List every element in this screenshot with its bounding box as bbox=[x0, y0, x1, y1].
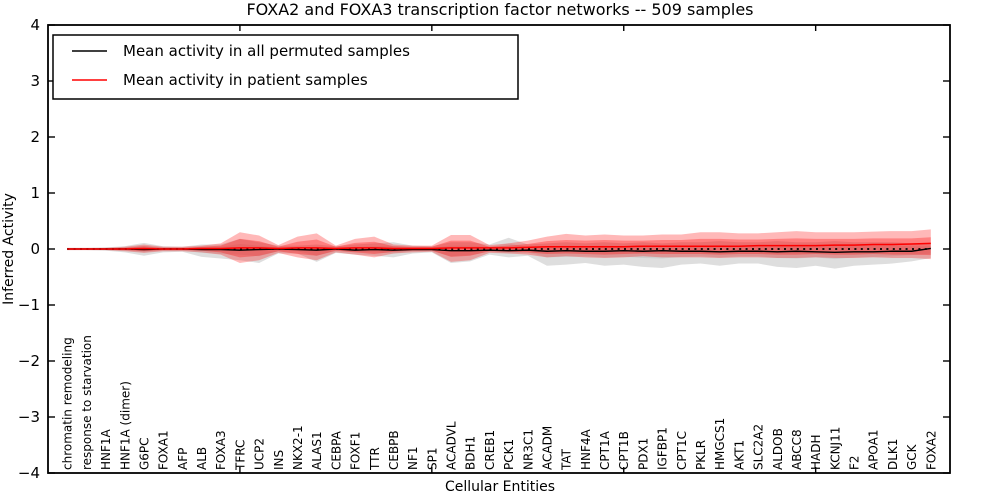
x-category-label: FOXA2 bbox=[924, 430, 938, 470]
y-tick-label: 4 bbox=[30, 16, 40, 34]
patient-mean-line bbox=[67, 242, 931, 250]
x-category-label: FOXA1 bbox=[157, 430, 171, 470]
x-category-label: ACADM bbox=[540, 426, 554, 470]
x-category-label: TFRC bbox=[233, 440, 247, 471]
x-category-label: CPT1B bbox=[617, 431, 631, 470]
x-category-label: ABCC8 bbox=[790, 429, 804, 470]
x-category-label: HADH bbox=[809, 435, 823, 471]
legend-entry-label: Mean activity in all permuted samples bbox=[123, 42, 410, 60]
patient-band-outer bbox=[67, 229, 931, 263]
y-tick-label: −1 bbox=[18, 296, 40, 314]
permuted-mean-line bbox=[67, 247, 931, 254]
x-category-label: CEBPA bbox=[329, 430, 343, 470]
legend-box bbox=[52, 34, 519, 100]
x-category-label: GCK bbox=[905, 443, 919, 470]
x-category-label: CPT1A bbox=[598, 430, 612, 470]
x-category-label: HNF4A bbox=[579, 428, 593, 470]
x-category-label: chromatin remodeling bbox=[61, 337, 75, 470]
y-tick-label: −3 bbox=[18, 408, 40, 426]
x-category-label: CPT1C bbox=[675, 431, 689, 470]
y-tick-label: 3 bbox=[30, 72, 40, 90]
x-category-label: FOXF1 bbox=[349, 432, 363, 470]
y-tick-label: −4 bbox=[18, 464, 40, 482]
x-category-label: ACADVL bbox=[445, 421, 459, 470]
x-category-label: UCP2 bbox=[253, 438, 267, 470]
x-category-label: ALAS1 bbox=[310, 431, 324, 470]
x-category-label: ALDOB bbox=[771, 428, 785, 470]
x-category-label: FOXA3 bbox=[214, 430, 228, 470]
x-category-label: PCK1 bbox=[502, 439, 516, 470]
x-category-label: CEBPB bbox=[387, 430, 401, 470]
x-category-label: AKT1 bbox=[732, 440, 746, 470]
y-tick-label: 0 bbox=[30, 240, 40, 258]
x-axis-label: Cellular Entities bbox=[445, 479, 555, 495]
x-category-label: KCNJ11 bbox=[828, 427, 842, 470]
x-category-label: ALB bbox=[195, 447, 209, 470]
x-category-label: SP1 bbox=[425, 448, 439, 471]
y-axis-label: Inferred Activity bbox=[1, 193, 17, 305]
x-category-label: AFP bbox=[176, 448, 190, 470]
permuted-band-inner bbox=[67, 243, 931, 260]
legend-entry-label: Mean activity in patient samples bbox=[123, 71, 368, 89]
x-category-label: NR3C1 bbox=[521, 429, 535, 470]
chart-title: FOXA2 and FOXA3 transcription factor net… bbox=[246, 0, 753, 19]
x-category-label: HNF1A bbox=[99, 428, 113, 470]
x-category-label: IGFBP1 bbox=[656, 427, 670, 470]
y-tick-label: −2 bbox=[18, 352, 40, 370]
x-category-label: CREB1 bbox=[483, 430, 497, 470]
x-category-label: F2 bbox=[848, 455, 862, 470]
y-tick-label: 1 bbox=[30, 184, 40, 202]
x-category-label: TTR bbox=[368, 447, 382, 471]
x-category-label: SLC2A2 bbox=[752, 424, 766, 470]
x-category-label: HNF1A (dimer) bbox=[118, 381, 132, 470]
x-category-label: INS bbox=[272, 450, 286, 470]
x-category-label: G6PC bbox=[137, 437, 151, 470]
x-category-label: DLK1 bbox=[886, 439, 900, 470]
x-category-label: APOA1 bbox=[867, 429, 881, 470]
x-category-label: NF1 bbox=[406, 446, 420, 470]
x-category-label: response to starvation bbox=[80, 335, 94, 470]
x-category-label: PKLR bbox=[694, 440, 708, 470]
y-tick-label: 2 bbox=[30, 128, 40, 146]
x-category-label: HMGCS1 bbox=[713, 418, 727, 470]
x-category-label: PDX1 bbox=[636, 438, 650, 470]
x-category-label: TAT bbox=[560, 448, 574, 471]
x-category-label: BDH1 bbox=[464, 436, 478, 470]
x-category-label: NKX2-1 bbox=[291, 425, 305, 470]
